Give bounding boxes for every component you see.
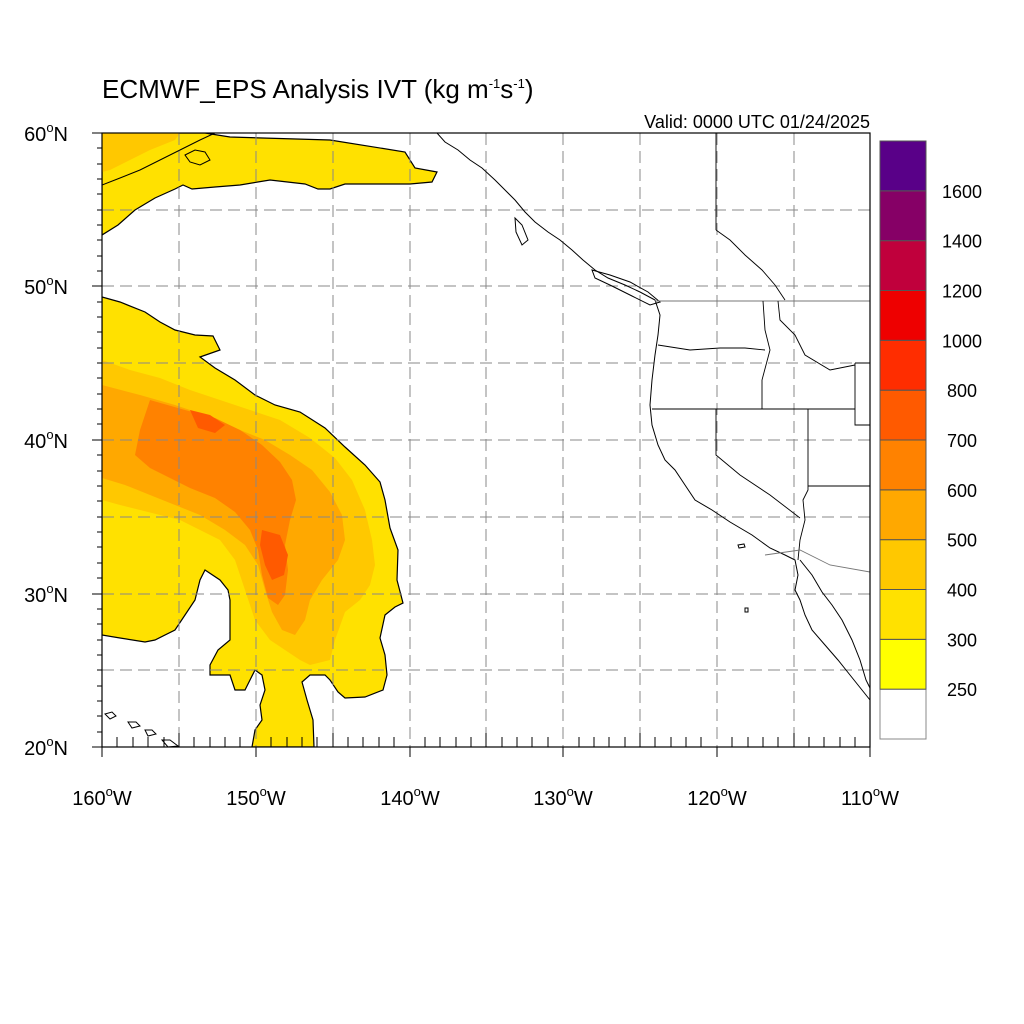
colorbar-level-label: 800 xyxy=(947,381,977,401)
colorbar-level-label: 250 xyxy=(947,680,977,700)
colorbar-level-label: 1000 xyxy=(942,331,982,351)
colorbar-swatch xyxy=(879,389,927,441)
ivt-shading xyxy=(102,133,438,747)
colorbar-level-label: 1200 xyxy=(942,282,982,302)
vancouver-island xyxy=(591,269,662,306)
plot-title: ECMWF_EPS Analysis IVT (kg m-1s-1) xyxy=(102,74,534,104)
california-nevada-border xyxy=(715,409,801,519)
colorbar-swatch xyxy=(879,140,927,192)
kodiak-island xyxy=(184,149,211,166)
baja-peninsula-east xyxy=(799,559,870,689)
lat-label: 30oN xyxy=(24,581,68,607)
colorbar-level-label: 400 xyxy=(947,581,977,601)
lat-label: 20oN xyxy=(24,734,68,760)
colorbar-level-label: 300 xyxy=(947,630,977,650)
colorbar: 250 300 400 500 600 700 800 1000 1200 1400 1600 xyxy=(879,140,982,740)
channel-islands xyxy=(737,543,746,549)
colorbar-swatches xyxy=(879,140,927,740)
coastlines xyxy=(102,133,870,747)
lon-label: 130oW xyxy=(533,784,593,810)
lon-label: 140oW xyxy=(380,784,440,810)
us-mexico-border xyxy=(764,549,870,573)
colorbar-swatch xyxy=(879,339,927,391)
colorbar-swatch xyxy=(879,489,927,541)
ivt-region-ar-core xyxy=(135,400,296,605)
colorbar-swatch xyxy=(879,688,927,740)
utah-border xyxy=(808,362,870,487)
colorbar-level-label: 700 xyxy=(947,431,977,451)
colorbar-level-label: 600 xyxy=(947,481,977,501)
lon-label: 160oW xyxy=(72,784,132,810)
lat-label: 60oN xyxy=(24,120,68,146)
idaho-west-border xyxy=(761,300,771,409)
colorbar-swatch xyxy=(879,240,927,292)
map-panel xyxy=(101,132,871,748)
ivt-region-gulf-of-alaska-core xyxy=(102,133,180,172)
colorbar-swatch xyxy=(879,290,927,341)
north-america-coastline xyxy=(436,133,870,701)
ivt-region-ar-peak xyxy=(190,410,288,580)
alaska-panhandle-border xyxy=(715,229,786,301)
lon-label: 110oW xyxy=(841,784,899,810)
colorbar-labels: 250 300 400 500 600 700 800 1000 1200 1400 1600 xyxy=(942,182,982,700)
colorbar-swatch xyxy=(879,589,927,640)
colorbar-level-label: 1400 xyxy=(942,232,982,252)
latitude-labels: 60oN 50oN 40oN 30oN 20oN xyxy=(24,120,68,760)
lon-label: 150oW xyxy=(226,784,286,810)
alaska-coast-west xyxy=(102,133,216,186)
haida-gwaii xyxy=(514,216,529,246)
colorbar-swatch xyxy=(879,638,927,690)
washington-oregon-border xyxy=(657,344,766,351)
colorbar-swatch xyxy=(879,539,927,591)
lon-label: 120oW xyxy=(687,784,747,810)
colorbar-level-label: 500 xyxy=(947,531,977,551)
axis-ticks xyxy=(92,132,871,757)
hawaii-islands xyxy=(104,711,180,747)
colorbar-swatch xyxy=(879,190,927,242)
nevada-arizona-border xyxy=(797,409,809,561)
colorbar-swatch xyxy=(879,439,927,491)
longitude-labels: 160oW 150oW 140oW 130oW 120oW 110oW xyxy=(72,784,899,810)
ivt-region-gulf-of-alaska xyxy=(102,133,438,236)
political-boundaries xyxy=(652,133,870,573)
montana-idaho-border xyxy=(777,300,856,371)
colorbar-level-label: 1600 xyxy=(942,182,982,202)
guadalupe-island xyxy=(744,607,749,613)
valid-time-label: Valid: 0000 UTC 01/24/2025 xyxy=(644,112,870,132)
lat-label: 40oN xyxy=(24,427,68,453)
lat-label: 50oN xyxy=(24,273,68,299)
graticule xyxy=(102,133,870,747)
